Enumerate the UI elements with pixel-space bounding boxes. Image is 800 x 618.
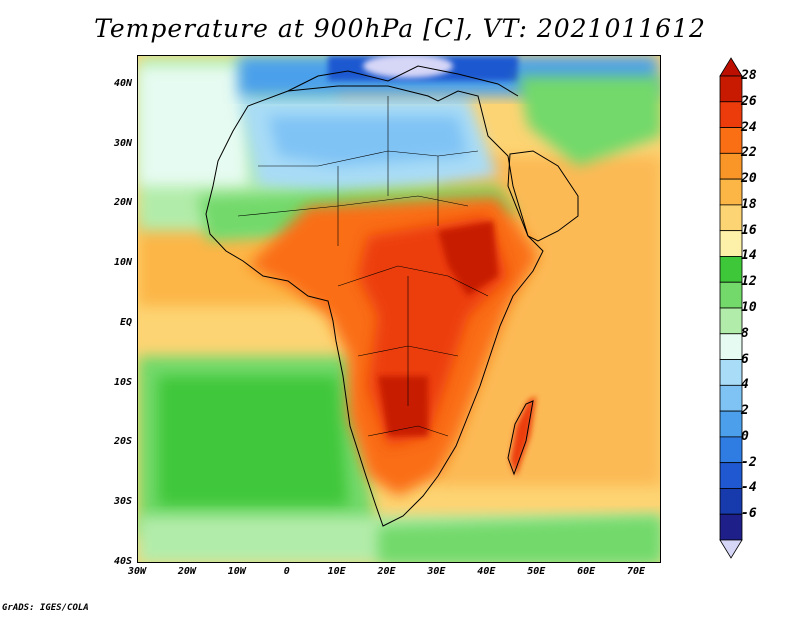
colorbar-swatch	[719, 152, 743, 180]
africa-coast	[205, 85, 544, 527]
colorbar-swatch	[719, 513, 743, 541]
colorbar-label: 0	[741, 428, 749, 444]
europe-coast	[287, 65, 519, 97]
coastlines	[205, 65, 579, 527]
colorbar-label: 2	[741, 403, 749, 419]
colorbar-label: -4	[741, 480, 757, 496]
lon-tick-label: 0	[283, 566, 290, 577]
colorbar-swatch	[719, 307, 743, 335]
colorbar-swatch	[719, 436, 743, 464]
colorbar-swatch	[719, 101, 743, 128]
colorbar-swatch	[719, 488, 743, 515]
colorbar-label: 24	[741, 119, 757, 135]
lon-tick-label: 50E	[527, 566, 546, 577]
map-field	[138, 56, 660, 562]
colorbar-label: 6	[741, 351, 749, 367]
lon-tick-label: 20W	[177, 566, 196, 577]
lat-tick-label: EQ	[119, 316, 132, 328]
colorbar-swatch	[719, 256, 743, 283]
colorbar-top-arrow	[719, 57, 743, 77]
lat-tick-label: 10N	[113, 257, 132, 269]
lon-tick-label: 30E	[427, 566, 446, 577]
colorbar-label: -6	[741, 506, 757, 522]
colorbar-label: 12	[741, 274, 757, 290]
colorbar-swatch	[719, 410, 743, 438]
colorbar-label: -2	[741, 454, 757, 470]
lat-tick-label: 40N	[113, 77, 132, 89]
credit-text: GrADS: IGES/COLA	[2, 603, 89, 613]
middle-east-field	[518, 76, 660, 166]
colorbar-swatch	[719, 127, 743, 154]
colorbar-label: 28	[741, 68, 757, 83]
lon-tick-label: 70E	[627, 566, 646, 577]
madagascar-field	[510, 396, 536, 476]
lon-tick-label: 10E	[327, 566, 346, 577]
colorbar-swatch	[719, 230, 743, 257]
colorbar-swatch	[719, 204, 743, 232]
colorbar-swatch	[719, 359, 743, 386]
temperature-map	[137, 55, 661, 563]
lat-tick-label: 20N	[113, 197, 132, 209]
colorbar-label: 18	[741, 196, 757, 212]
lon-tick-label: 20E	[377, 566, 396, 577]
colorbar-label: 20	[741, 171, 757, 187]
map-title: Temperature at 900hPa [C], VT: 202101161…	[94, 14, 706, 43]
lon-tick-label: 60E	[577, 566, 596, 577]
colorbar-swatch	[719, 384, 743, 412]
madagascar-coast	[507, 400, 534, 476]
lat-tick-label: 10S	[113, 376, 132, 388]
colorbar-bottom-arrow	[719, 539, 743, 559]
colorbar-label: 10	[741, 300, 757, 315]
lon-tick-label: 40E	[477, 566, 496, 577]
lat-tick-label: 20S	[113, 436, 132, 448]
arabia-coast	[507, 150, 579, 242]
colorbar	[719, 57, 743, 559]
colorbar-label: 4	[741, 377, 749, 393]
colorbar-swatch	[719, 178, 743, 206]
colorbar-swatch	[719, 281, 743, 309]
colorbar-swatch	[719, 462, 743, 489]
lon-tick-label: 10W	[227, 566, 246, 577]
colorbar-label: 26	[741, 93, 757, 109]
colorbar-swatch	[719, 333, 743, 360]
lat-tick-label: 40S	[113, 556, 132, 567]
colorbar-label: 22	[741, 145, 757, 161]
lat-tick-label: 30N	[113, 137, 132, 149]
colorbar-label: 14	[741, 248, 757, 264]
lat-tick-label: 30S	[113, 496, 132, 508]
colorbar-swatch	[719, 75, 743, 103]
lon-tick-label: 30W	[127, 566, 147, 577]
colorbar-label: 16	[741, 222, 757, 238]
colorbar-label: 8	[741, 325, 749, 341]
